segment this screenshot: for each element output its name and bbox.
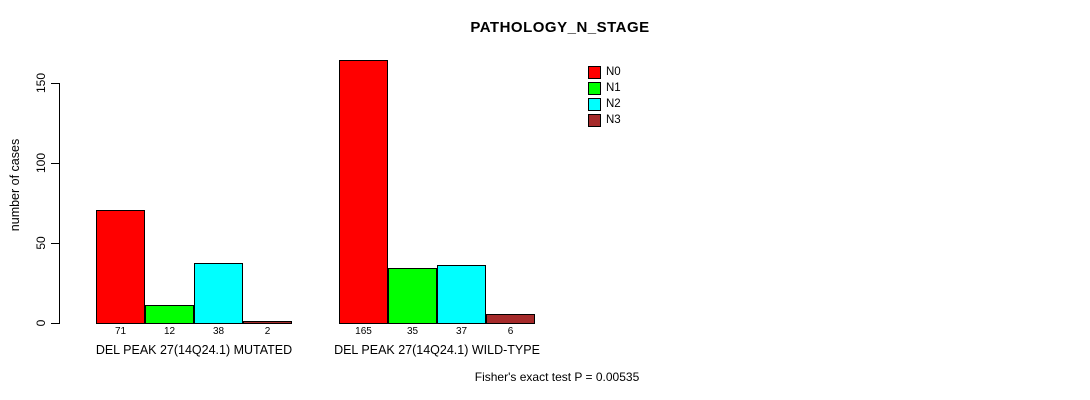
bar-group0-n3 bbox=[243, 321, 292, 324]
bar-group0-n1 bbox=[145, 305, 194, 324]
bar-group1-n0 bbox=[339, 60, 388, 324]
fisher-test-annotation: Fisher's exact test P = 0.00535 bbox=[474, 370, 640, 384]
y-tick-label-0: 0 bbox=[34, 319, 48, 327]
bar-group0-n2 bbox=[194, 263, 243, 324]
legend-swatch-n0 bbox=[588, 65, 601, 79]
y-tick-100 bbox=[51, 163, 59, 164]
legend-row-n0: N0 bbox=[588, 65, 621, 79]
legend-label-n2: N2 bbox=[606, 98, 621, 110]
legend-label-n0: N0 bbox=[606, 66, 621, 78]
legend-row-n2: N2 bbox=[588, 97, 621, 111]
bar-group0-n0 bbox=[96, 210, 145, 324]
y-tick-label-50: 50 bbox=[34, 236, 48, 250]
bar-value-label-group0-n3: 2 bbox=[264, 326, 271, 337]
bar-value-label-group0-n0: 71 bbox=[114, 326, 127, 337]
bar-value-label-group1-n2: 37 bbox=[455, 326, 468, 337]
y-tick-50 bbox=[51, 243, 59, 244]
bar-group1-n3 bbox=[486, 314, 535, 324]
bar-value-label-group1-n3: 6 bbox=[507, 326, 514, 337]
legend-swatch-n2 bbox=[588, 97, 601, 111]
group-label-wild-type: DEL PEAK 27(14Q24.1) WILD-TYPE bbox=[334, 343, 540, 357]
y-tick-150 bbox=[51, 83, 59, 84]
bar-value-label-group1-n0: 165 bbox=[355, 326, 372, 337]
y-axis-label: number of cases bbox=[8, 138, 22, 232]
legend-row-n3: N3 bbox=[588, 113, 621, 127]
y-tick-label-150: 150 bbox=[34, 72, 48, 94]
legend-row-n1: N1 bbox=[588, 81, 621, 95]
y-tick-label-100: 100 bbox=[34, 152, 48, 174]
bar-value-label-group1-n1: 35 bbox=[406, 326, 419, 337]
legend-swatch-n1 bbox=[588, 81, 601, 95]
legend-swatch-n3 bbox=[588, 113, 601, 127]
legend: N0 N1 N2 N3 bbox=[588, 65, 621, 127]
legend-label-n1: N1 bbox=[606, 82, 621, 94]
y-tick-0 bbox=[51, 323, 59, 324]
bar-group1-n2 bbox=[437, 265, 486, 324]
bar-group1-n1 bbox=[388, 268, 437, 324]
bar-value-label-group0-n1: 12 bbox=[163, 326, 176, 337]
group-label-mutated: DEL PEAK 27(14Q24.1) MUTATED bbox=[95, 343, 293, 357]
bar-value-label-group0-n2: 38 bbox=[212, 326, 225, 337]
chart-title: PATHOLOGY_N_STAGE bbox=[470, 19, 650, 36]
legend-label-n3: N3 bbox=[606, 114, 621, 126]
y-axis-line bbox=[59, 83, 60, 324]
